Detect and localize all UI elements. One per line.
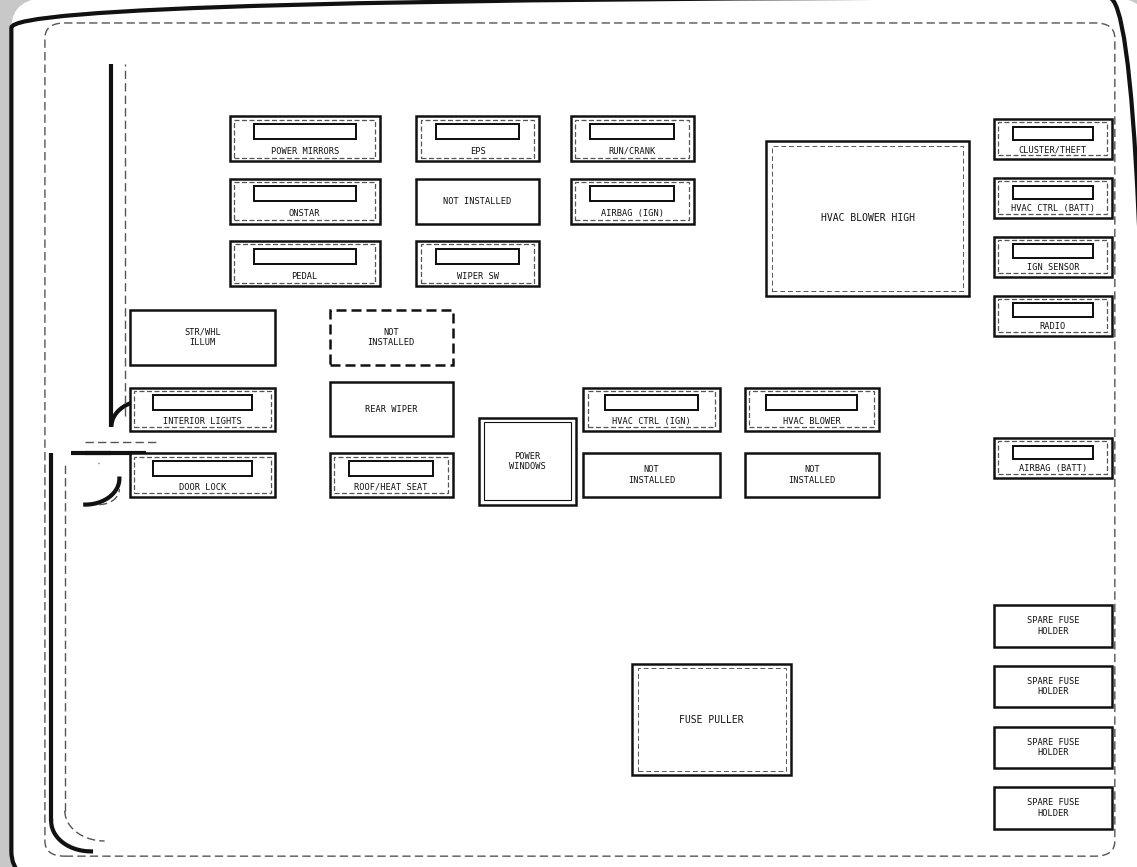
Bar [571, 116, 694, 161]
Bar [994, 605, 1112, 647]
Bar [994, 666, 1112, 707]
Text: ROOF/HEAT SEAT: ROOF/HEAT SEAT [355, 483, 428, 492]
Bar [421, 244, 534, 283]
Bar [130, 310, 275, 365]
Bar [130, 453, 275, 497]
Text: EPS: EPS [470, 147, 485, 156]
Text: POWER MIRRORS: POWER MIRRORS [271, 147, 339, 156]
Bar [484, 422, 571, 500]
Bar [1013, 446, 1093, 459]
Bar [1013, 303, 1093, 316]
Bar [134, 457, 271, 493]
Text: HVAC CTRL (IGN): HVAC CTRL (IGN) [612, 417, 691, 426]
Bar [421, 120, 534, 158]
Bar [575, 120, 689, 158]
Bar [234, 120, 375, 158]
Bar [998, 122, 1107, 155]
Text: SPARE FUSE
HOLDER: SPARE FUSE HOLDER [1027, 616, 1079, 636]
Bar [745, 388, 879, 431]
Bar [590, 124, 674, 139]
Bar [590, 186, 674, 201]
Text: SPARE FUSE
HOLDER: SPARE FUSE HOLDER [1027, 799, 1079, 818]
Bar [1013, 127, 1093, 140]
Bar [234, 182, 375, 220]
Bar [479, 418, 576, 505]
Bar [435, 249, 520, 264]
Bar [605, 395, 698, 409]
Bar [766, 141, 969, 296]
Bar [152, 395, 252, 409]
Bar [130, 388, 275, 431]
Bar [638, 668, 786, 771]
Text: INTERIOR LIGHTS: INTERIOR LIGHTS [163, 417, 242, 426]
Text: SPARE FUSE
HOLDER: SPARE FUSE HOLDER [1027, 677, 1079, 696]
Text: HVAC CTRL (BATT): HVAC CTRL (BATT) [1011, 205, 1095, 213]
Text: WIPER SW: WIPER SW [457, 271, 498, 281]
Bar [994, 296, 1112, 336]
Bar [349, 461, 433, 475]
Bar [134, 391, 271, 427]
Bar [330, 453, 453, 497]
Text: HVAC BLOWER HIGH: HVAC BLOWER HIGH [821, 213, 914, 224]
Text: STR/WHL
ILLUM: STR/WHL ILLUM [184, 328, 221, 347]
Text: DOOR LOCK: DOOR LOCK [179, 483, 226, 492]
Bar [234, 244, 375, 283]
Bar [632, 664, 791, 775]
Bar [254, 124, 356, 139]
FancyBboxPatch shape [11, 0, 1137, 867]
Text: RUN/CRANK: RUN/CRANK [608, 147, 656, 156]
Bar [435, 124, 520, 139]
Bar [998, 299, 1107, 332]
Text: IGN SENSOR: IGN SENSOR [1027, 264, 1079, 272]
Text: ONSTAR: ONSTAR [289, 209, 321, 218]
Text: AIRBAG (BATT): AIRBAG (BATT) [1019, 465, 1087, 473]
Text: RADIO: RADIO [1039, 323, 1067, 331]
Text: NOT
INSTALLED: NOT INSTALLED [788, 466, 836, 485]
Bar [583, 388, 720, 431]
Text: CLUSTER/THEFT: CLUSTER/THEFT [1019, 146, 1087, 154]
Bar [583, 453, 720, 497]
Bar [330, 310, 453, 365]
Bar [1013, 186, 1093, 199]
Bar [416, 241, 539, 286]
Text: REAR WIPER: REAR WIPER [365, 405, 417, 414]
Text: AIRBAG (IGN): AIRBAG (IGN) [600, 209, 664, 218]
Bar [416, 116, 539, 161]
Bar [330, 382, 453, 436]
Bar [772, 146, 963, 291]
Bar [994, 237, 1112, 277]
Bar [588, 391, 715, 427]
Bar [994, 119, 1112, 159]
Bar [571, 179, 694, 224]
Bar [994, 727, 1112, 768]
Bar [749, 391, 874, 427]
Bar [998, 240, 1107, 273]
Text: NOT
INSTALLED: NOT INSTALLED [367, 328, 415, 347]
Bar [994, 438, 1112, 478]
Text: HVAC BLOWER: HVAC BLOWER [783, 417, 840, 426]
Bar [994, 178, 1112, 218]
Bar [254, 186, 356, 201]
Text: NOT INSTALLED: NOT INSTALLED [443, 197, 512, 205]
Bar [152, 461, 252, 475]
Bar [230, 241, 380, 286]
Text: POWER
WINDOWS: POWER WINDOWS [509, 452, 546, 471]
Text: SPARE FUSE
HOLDER: SPARE FUSE HOLDER [1027, 738, 1079, 757]
Bar [998, 181, 1107, 214]
Bar [575, 182, 689, 220]
Bar [1013, 244, 1093, 257]
Text: PEDAL: PEDAL [291, 271, 318, 281]
Text: NOT
INSTALLED: NOT INSTALLED [628, 466, 675, 485]
Bar [766, 395, 857, 409]
Bar [230, 179, 380, 224]
Bar [994, 787, 1112, 829]
Bar [745, 453, 879, 497]
Bar [334, 457, 448, 493]
Bar [40, 444, 123, 860]
Bar [416, 179, 539, 224]
Bar [998, 441, 1107, 474]
Bar [254, 249, 356, 264]
Bar [230, 116, 380, 161]
Text: FUSE PULLER: FUSE PULLER [680, 714, 744, 725]
